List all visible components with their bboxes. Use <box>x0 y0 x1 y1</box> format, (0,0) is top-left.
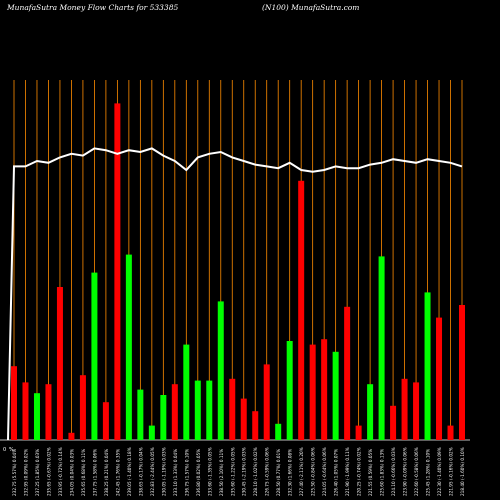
x-tick-label: 239.05 (-1.40%) 0.18% <box>127 447 132 496</box>
x-tick-label: 225.45 (1.28%) 0.10% <box>426 449 431 496</box>
bar <box>206 380 213 440</box>
bar <box>355 425 362 440</box>
x-tick-label: 222.60 (-0.58%) 0.06% <box>414 447 419 496</box>
x-tick-label: 222.30 (-1.40%) 0.09% <box>437 447 442 496</box>
bar <box>91 272 98 440</box>
bar <box>148 425 155 440</box>
x-tick-label: 235.65 (0.68%) 0.11% <box>81 449 86 496</box>
bar <box>102 402 109 440</box>
x-tick-label: 236.80 (0.02%) 0.05% <box>196 449 201 496</box>
bar <box>45 384 52 440</box>
flow-line <box>7 147 463 441</box>
x-tick-label: 237.75 (1.58%) 0.06% <box>92 449 97 496</box>
bar <box>275 423 282 440</box>
bar <box>424 292 431 440</box>
x-tick-label: 218.40 (-1.60%) 0.10% <box>460 447 465 496</box>
x-tick-label: 233.10 (1.33%) 0.04% <box>173 449 178 496</box>
x-tick-label: 225.60 (1.83%) 0.13% <box>380 449 385 496</box>
bar <box>22 382 29 440</box>
x-tick-label: 235.65 (-0.67%) 0.02% <box>46 447 51 496</box>
bar <box>194 380 201 440</box>
x-tick-label: 242.45 (1.76%) 0.35% <box>115 449 120 496</box>
bar <box>33 393 40 440</box>
bar <box>367 384 374 440</box>
bar <box>298 180 305 441</box>
bar <box>436 317 443 440</box>
bar <box>413 382 420 440</box>
x-tick-label: 224.05 (-0.64%) 0.06% <box>322 447 327 496</box>
x-tick-label: 225.50 (-0.84%) 0.06% <box>311 447 316 496</box>
bar <box>401 378 408 440</box>
bar <box>114 103 121 441</box>
bar <box>459 305 465 440</box>
chart-site-label: (N100) MunafaSutra.com <box>262 3 360 12</box>
bar <box>263 364 270 440</box>
x-tick-label: 233.60 (-1.35%) 0.05% <box>207 447 212 496</box>
x-tick-label: 232.95 (0.09%) 0.02% <box>23 449 28 496</box>
bar <box>252 411 259 440</box>
bar <box>68 432 75 440</box>
bar <box>171 384 178 440</box>
bar <box>125 254 132 440</box>
bar <box>344 306 351 440</box>
y-tick-label: 0 <box>3 447 6 453</box>
x-tick-label: 238.65 (-0.17%) 0.04% <box>138 447 143 496</box>
bar <box>229 378 236 440</box>
bar <box>183 344 190 440</box>
chart-header: MunafaSutra Money Flow Charts for 533385… <box>0 0 500 20</box>
bar <box>137 389 144 440</box>
x-tick-label: 223.90 (-0.09%) 0.06% <box>403 447 408 496</box>
x-tick-label: 226.40 (1.05%) 0.07% <box>334 449 339 496</box>
x-tick-label: 230.05 (-1.19%) 0.03% <box>161 447 166 496</box>
bar <box>378 256 385 440</box>
x-tick-label: 235.60 (-1.22%) 0.05% <box>230 447 235 496</box>
x-tick-label: 237.25 (1.85%) 0.03% <box>35 449 40 496</box>
bar <box>332 351 339 440</box>
bar <box>240 398 247 440</box>
bar <box>217 301 224 440</box>
y-tick-label: % <box>9 447 14 453</box>
bar <box>160 395 167 440</box>
chart-title: MunafaSutra Money Flow Charts for 533385 <box>7 3 179 12</box>
x-tick-label: 224.10 (-0.66%) 0.03% <box>391 447 396 496</box>
bar <box>286 341 293 440</box>
x-tick-label: 221.55 (0.59%) 0.05% <box>368 449 373 496</box>
x-tick-label: 236.75 (1.57%) 0.10% <box>184 449 189 496</box>
x-tick-label: 226.75 (-0.59%) 0.06% <box>265 447 270 496</box>
x-tick-label: 221.95 (-0.16%) 0.02% <box>449 447 454 496</box>
x-tick-label: 220.25 (-0.74%) 0.02% <box>357 447 362 496</box>
x-tick-label: 232.75 (5.57%) 0.04% <box>12 449 17 496</box>
bar <box>447 425 454 440</box>
bar <box>56 287 63 440</box>
x-tick-label: 233.95 (-0.72%) 0.14% <box>58 447 63 496</box>
bar <box>321 339 328 440</box>
bar <box>11 366 17 440</box>
x-tick-label: 238.25 (0.21%) 0.04% <box>104 449 109 496</box>
x-tick-label: 234.05 (0.04%) 0.03% <box>69 449 74 496</box>
x-tick-label: 232.83 (-2.44%) 0.05% <box>150 447 155 496</box>
bar <box>79 375 86 440</box>
bar <box>309 344 316 440</box>
x-tick-label: 228.10 (-1.02%) 0.02% <box>253 447 258 496</box>
bar <box>390 405 397 440</box>
x-tick-label: 230.45 (-2.19%) 0.03% <box>242 447 247 496</box>
x-tick-label: 232.30 (1.66%) 0.08% <box>288 449 293 496</box>
x-tick-label: 238.50 (2.10%) 0.11% <box>219 449 224 496</box>
x-tick-label: 221.90 (-1.99%) 0.11% <box>345 447 350 496</box>
x-tick-label: 227.40 (-2.11%) 0.20% <box>299 447 304 496</box>
x-tick-label: 228.50 (0.77%) 0.01% <box>276 449 281 496</box>
